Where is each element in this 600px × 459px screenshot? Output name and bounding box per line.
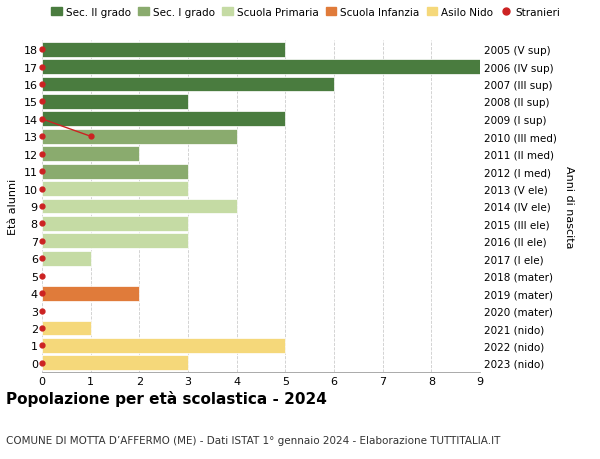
Text: COMUNE DI MOTTA D’AFFERMO (ME) - Dati ISTAT 1° gennaio 2024 - Elaborazione TUTTI: COMUNE DI MOTTA D’AFFERMO (ME) - Dati IS… [6, 435, 500, 445]
Bar [42, 60, 480, 75]
Bar [42, 95, 188, 110]
Bar [42, 321, 91, 336]
Legend: Sec. II grado, Sec. I grado, Scuola Primaria, Scuola Infanzia, Asilo Nido, Stran: Sec. II grado, Sec. I grado, Scuola Prim… [47, 4, 565, 22]
Text: Popolazione per età scolastica - 2024: Popolazione per età scolastica - 2024 [6, 390, 327, 406]
Bar [42, 164, 188, 179]
Bar [42, 43, 286, 57]
Bar [42, 112, 286, 127]
Y-axis label: Età alunni: Età alunni [8, 179, 18, 235]
Bar [42, 78, 334, 92]
Bar [42, 147, 139, 162]
Bar [42, 252, 91, 266]
Bar [42, 286, 139, 301]
Bar [42, 129, 236, 145]
Bar [42, 338, 286, 353]
Bar [42, 217, 188, 231]
Bar [42, 234, 188, 249]
Y-axis label: Anni di nascita: Anni di nascita [564, 165, 574, 248]
Bar [42, 182, 188, 196]
Bar [42, 356, 188, 370]
Bar [42, 199, 236, 214]
